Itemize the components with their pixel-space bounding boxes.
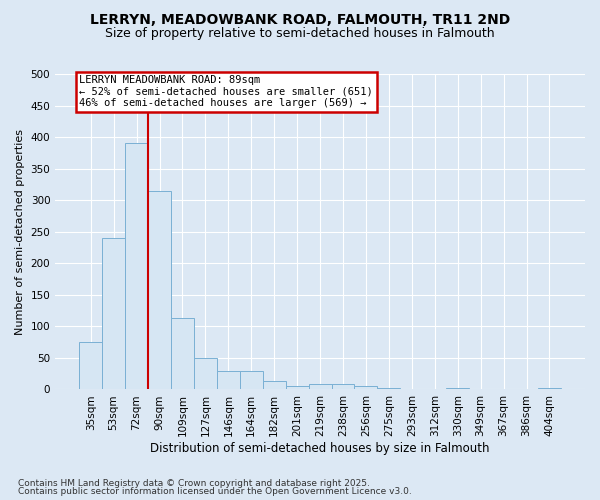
- Bar: [240, 370, 263, 390]
- Text: LERRYN MEADOWBANK ROAD: 89sqm
← 52% of semi-detached houses are smaller (651)
46: LERRYN MEADOWBANK ROAD: 89sqm ← 52% of s…: [79, 76, 373, 108]
- Bar: [148, 190, 171, 390]
- Bar: [538, 388, 561, 390]
- X-axis label: Distribution of semi-detached houses by size in Falmouth: Distribution of semi-detached houses by …: [151, 442, 490, 455]
- Bar: [102, 238, 125, 390]
- Bar: [377, 388, 400, 390]
- Bar: [446, 388, 469, 390]
- Bar: [217, 370, 240, 390]
- Y-axis label: Number of semi-detached properties: Number of semi-detached properties: [15, 128, 25, 334]
- Bar: [171, 318, 194, 390]
- Bar: [332, 384, 355, 390]
- Bar: [125, 144, 148, 390]
- Bar: [79, 342, 102, 390]
- Bar: [194, 358, 217, 390]
- Text: Contains public sector information licensed under the Open Government Licence v3: Contains public sector information licen…: [18, 487, 412, 496]
- Text: Contains HM Land Registry data © Crown copyright and database right 2025.: Contains HM Land Registry data © Crown c…: [18, 478, 370, 488]
- Bar: [355, 386, 377, 390]
- Bar: [263, 382, 286, 390]
- Bar: [308, 384, 332, 390]
- Text: LERRYN, MEADOWBANK ROAD, FALMOUTH, TR11 2ND: LERRYN, MEADOWBANK ROAD, FALMOUTH, TR11 …: [90, 12, 510, 26]
- Text: Size of property relative to semi-detached houses in Falmouth: Size of property relative to semi-detach…: [105, 28, 495, 40]
- Bar: [286, 386, 308, 390]
